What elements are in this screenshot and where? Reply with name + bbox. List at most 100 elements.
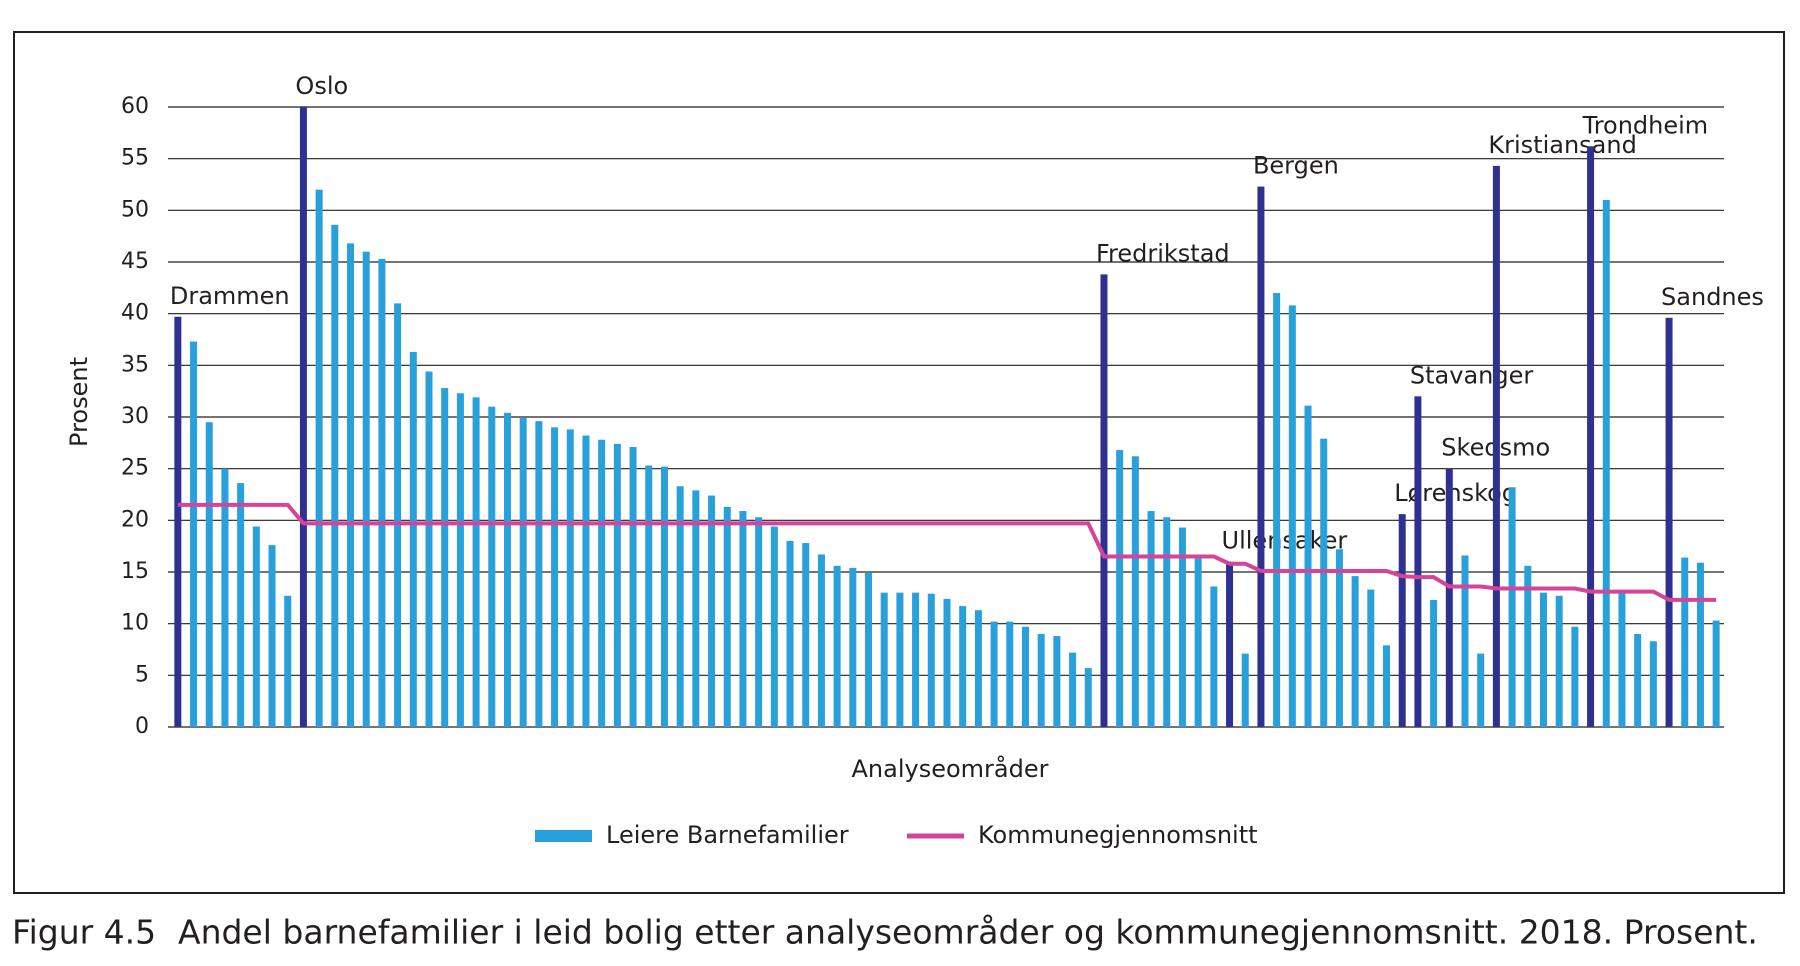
y-tick-label: 0 xyxy=(135,714,149,739)
bar xyxy=(268,545,276,727)
bar xyxy=(1492,165,1500,727)
bar-annotation: Kristiansand xyxy=(1488,131,1636,159)
x-axis-label: Analyseområder xyxy=(852,754,1049,783)
bar xyxy=(959,606,967,727)
bar xyxy=(912,592,920,727)
y-tick-label: 10 xyxy=(121,611,149,636)
bar xyxy=(1571,626,1579,727)
legend-label: Leiere Barnefamilier xyxy=(606,821,849,849)
bar xyxy=(190,341,198,727)
bar xyxy=(362,251,370,727)
bar xyxy=(1461,555,1469,727)
bar xyxy=(723,506,731,727)
bar xyxy=(1430,599,1438,727)
bar xyxy=(692,490,700,727)
bar xyxy=(237,483,245,727)
bar xyxy=(598,439,606,727)
bar xyxy=(1634,634,1642,727)
bar-annotation: Fredrikstad xyxy=(1096,239,1230,267)
bar xyxy=(1273,293,1281,727)
bar-annotation: Drammen xyxy=(170,282,290,310)
bar xyxy=(409,351,417,727)
bar xyxy=(331,224,339,728)
bar xyxy=(472,397,480,727)
bar xyxy=(770,526,778,727)
bar xyxy=(1241,653,1249,727)
bar xyxy=(1021,626,1029,727)
bar xyxy=(629,446,637,727)
bar xyxy=(1445,468,1453,727)
bar xyxy=(1335,549,1343,727)
y-tick-label: 40 xyxy=(121,301,149,326)
bar xyxy=(1084,668,1092,727)
bar xyxy=(394,303,402,727)
bar xyxy=(817,554,825,727)
bar xyxy=(582,435,590,727)
y-axis-label: Prosent xyxy=(65,357,93,447)
bar xyxy=(1069,652,1077,727)
bar xyxy=(205,422,213,727)
bar xyxy=(1508,487,1516,727)
bar xyxy=(315,189,323,727)
bar xyxy=(284,595,292,727)
bar xyxy=(299,107,307,727)
bar xyxy=(1414,396,1422,727)
bar xyxy=(378,258,386,727)
frame xyxy=(13,31,1785,894)
bar xyxy=(566,429,574,727)
bar xyxy=(1524,565,1532,727)
y-tick-label: 55 xyxy=(121,146,149,171)
bar xyxy=(1147,511,1155,727)
bar xyxy=(1226,561,1234,727)
bar xyxy=(1587,146,1595,727)
bar xyxy=(1257,186,1265,728)
legend-swatch xyxy=(535,830,592,842)
bar-annotation: Stavanger xyxy=(1410,361,1533,389)
bar xyxy=(347,243,355,727)
bar xyxy=(739,511,747,727)
bar xyxy=(551,427,559,727)
bar xyxy=(802,543,810,727)
bar xyxy=(535,421,543,727)
bar xyxy=(1116,450,1124,727)
bar-annotation: Sandnes xyxy=(1661,283,1764,311)
bar xyxy=(1053,636,1061,727)
bar xyxy=(174,316,182,727)
bar xyxy=(943,598,951,727)
y-tick-label: 20 xyxy=(121,507,149,532)
bar xyxy=(927,593,935,727)
bar xyxy=(676,486,684,727)
bar xyxy=(833,565,841,727)
legend-label: Kommunegjennomsnitt xyxy=(978,821,1258,849)
bar xyxy=(755,517,763,727)
bar xyxy=(1398,514,1406,727)
bar xyxy=(1194,558,1202,727)
y-tick-label: 45 xyxy=(121,249,149,274)
bar xyxy=(1163,517,1171,727)
bar xyxy=(1288,305,1296,727)
bar xyxy=(1006,621,1014,727)
bar-annotation: Ullensaker xyxy=(1222,527,1348,555)
bar xyxy=(1100,274,1108,727)
bar-annotation: Trondheim xyxy=(1582,111,1709,139)
y-tick-label: 60 xyxy=(121,94,149,119)
bar xyxy=(849,567,857,727)
bar xyxy=(1555,595,1563,727)
bar xyxy=(1367,589,1375,727)
bar xyxy=(1602,200,1610,727)
bar xyxy=(645,465,653,727)
y-tick-label: 15 xyxy=(121,559,149,584)
bar xyxy=(425,371,433,727)
bar xyxy=(880,592,888,727)
bar-annotation: Oslo xyxy=(295,72,348,100)
bar xyxy=(1037,634,1045,727)
bar xyxy=(660,466,668,727)
bar xyxy=(1649,641,1657,727)
bar-annotation: Bergen xyxy=(1253,152,1339,180)
bar xyxy=(990,621,998,727)
bar xyxy=(1696,562,1704,727)
bar xyxy=(1681,557,1689,727)
bar xyxy=(974,610,982,727)
